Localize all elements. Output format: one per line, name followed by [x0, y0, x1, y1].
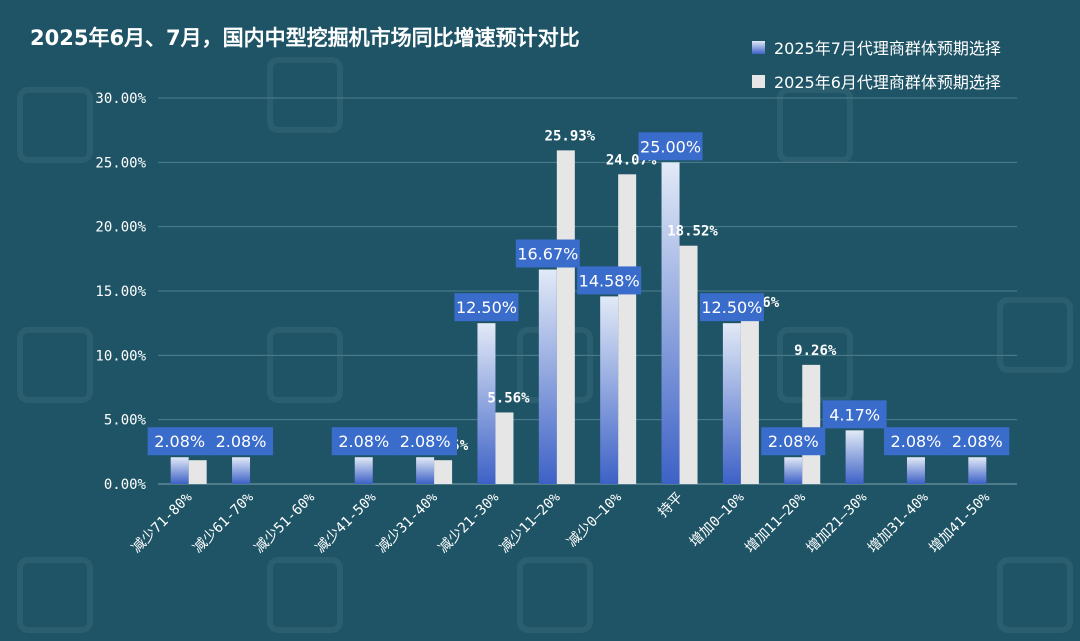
watermark-mark [267, 57, 343, 133]
data-label-box-jul [331, 427, 396, 456]
bar-jun [495, 412, 514, 484]
data-labels: 1.85%1.85%5.56%25.93%24.07%18.52%12.96%9… [147, 128, 1010, 456]
watermark-mark [777, 87, 853, 163]
x-axis: 减少71-80%减少61-70%减少51-60%减少41-50%减少31-40%… [129, 489, 994, 556]
bar-jun [679, 245, 698, 484]
bar-jun [740, 317, 759, 484]
bar-jul [600, 296, 619, 484]
bar-jul [845, 430, 864, 484]
bar-jul [354, 457, 373, 484]
watermark-mark [997, 297, 1073, 373]
bar-jul [968, 457, 987, 484]
data-label-box-jul [822, 400, 887, 429]
watermark-mark [17, 87, 93, 163]
bar-jul [232, 457, 251, 484]
x-tick-label: 减少11—20% [497, 489, 564, 556]
data-label-jun: 5.56% [487, 390, 530, 406]
x-tick-label: 减少71-80% [129, 489, 196, 556]
y-tick-label: 20.00% [95, 220, 146, 236]
x-tick-label: 持平 [655, 490, 686, 521]
bar-jul [170, 457, 189, 484]
x-tick-label: 增加21—30% [804, 489, 871, 556]
data-label-jul: 2.08% [216, 432, 267, 451]
data-label-box-jul [454, 293, 519, 322]
legend: 2025年7月代理商群体预期选择 2025年6月代理商群体预期选择 [752, 30, 1001, 98]
x-tick-label: 减少61-70% [190, 489, 257, 556]
x-tick-label: 增加11—20% [742, 489, 809, 556]
x-tick-label: 增加41-50% [926, 489, 993, 556]
x-tick-label: 减少21-30% [435, 489, 502, 556]
y-axis: 0.00% 5.00% 10.00% 15.00% 20.00% 25.00% 30.00% [95, 91, 146, 493]
y-tick-label: 25.00% [95, 155, 146, 171]
data-label-box-jul [147, 427, 212, 456]
data-label-jul: 2.08% [952, 432, 1003, 451]
data-label-jul: 14.58% [579, 271, 640, 290]
legend-label-jun: 2025年6月代理商群体预期选择 [774, 73, 1001, 92]
x-tick-label: 增加0—10% [687, 489, 748, 550]
data-label-jul: 12.50% [456, 298, 517, 317]
bar-jun [188, 460, 207, 484]
data-label-jun: 9.26% [794, 343, 837, 359]
data-label-jul: 16.67% [517, 245, 578, 264]
legend-swatch-jun [752, 74, 765, 88]
bar-jun [556, 150, 575, 484]
data-label-jul: 2.08% [400, 432, 451, 451]
x-tick-label: 减少51-60% [251, 489, 318, 556]
watermark-mark [517, 557, 593, 633]
data-label-box-jul [945, 427, 1010, 456]
bar-jul [722, 323, 741, 484]
bar-jul [661, 162, 680, 485]
y-tick-label: 5.00% [104, 413, 147, 429]
data-label-jul: 2.08% [768, 432, 819, 451]
y-tick-label: 15.00% [95, 284, 146, 300]
chart-title: 2025年6月、7月，国内中型挖掘机市场同比增速预计对比 [30, 26, 580, 50]
legend-swatch-jul [752, 40, 765, 54]
x-tick-label: 减少0—10% [564, 489, 625, 550]
data-label-box-jul [883, 427, 948, 456]
bar-jul [416, 457, 435, 484]
data-label-box-jul [699, 293, 764, 322]
data-label-box-jul [393, 427, 458, 456]
watermark-mark [17, 327, 93, 403]
bar-jun [618, 174, 637, 485]
x-tick-label: 减少41-50% [313, 489, 380, 556]
data-label-box-jul [577, 266, 642, 295]
watermark-mark [267, 557, 343, 633]
watermark-mark [997, 557, 1073, 633]
y-tick-label: 10.00% [95, 348, 146, 364]
bar-jul [538, 269, 557, 484]
bar-jun [802, 364, 821, 484]
y-tick-label: 30.00% [95, 91, 146, 107]
bar-jun [434, 460, 453, 484]
data-label-box-jul [515, 239, 580, 268]
data-label-jul: 2.08% [154, 432, 205, 451]
data-label-box-jul [761, 427, 826, 456]
data-label-box-jul [638, 132, 703, 161]
x-tick-label: 减少31-40% [374, 489, 441, 556]
legend-item-jun: 2025年6月代理商群体预期选择 [752, 64, 1001, 98]
data-label-box-jul [209, 427, 274, 456]
bar-jul [477, 323, 496, 484]
data-label-jun: 18.52% [667, 224, 718, 240]
data-label-jul: 12.50% [701, 298, 762, 317]
bar-jul [906, 457, 925, 484]
gridlines [158, 97, 1017, 485]
x-tick-label: 增加31-40% [865, 489, 932, 556]
data-label-jul: 2.08% [338, 432, 389, 451]
data-label-jun: 25.93% [545, 128, 596, 144]
y-tick-label: 0.00% [104, 477, 147, 493]
bars [170, 150, 987, 485]
data-label-jul: 4.17% [829, 405, 880, 424]
data-label-jul: 25.00% [640, 137, 701, 156]
watermark-mark [267, 327, 343, 403]
legend-item-jul: 2025年7月代理商群体预期选择 [752, 30, 1001, 64]
watermark-mark [17, 557, 93, 633]
bar-jul [784, 457, 803, 484]
data-label-jul: 2.08% [891, 432, 942, 451]
legend-label-jul: 2025年7月代理商群体预期选择 [774, 39, 1001, 58]
